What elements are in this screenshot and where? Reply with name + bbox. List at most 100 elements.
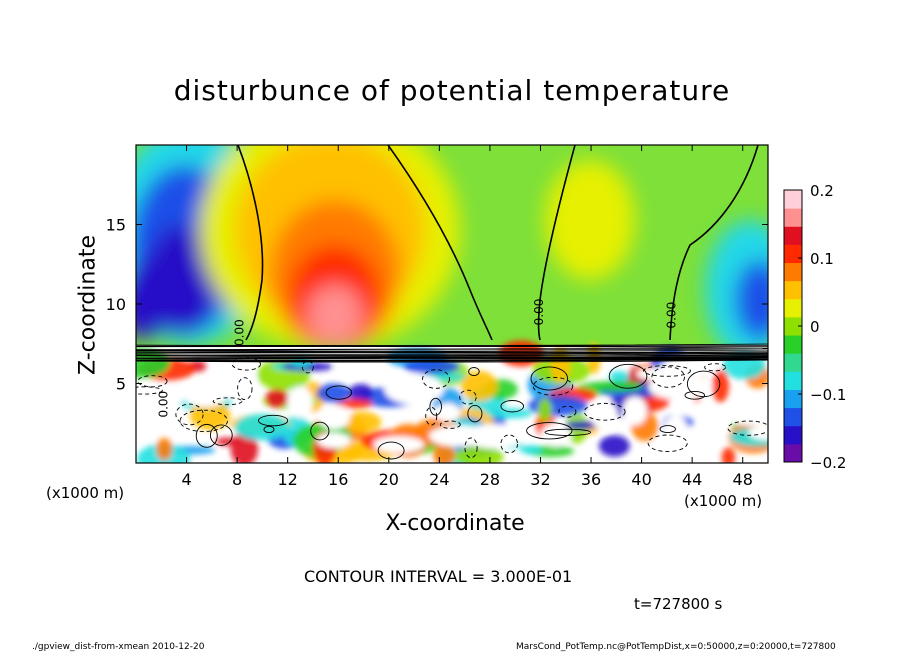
turbulence-contour (647, 434, 688, 452)
colorbar-swatch (784, 244, 802, 264)
turbulence-contour (137, 375, 168, 388)
turbulence-gap (648, 374, 713, 400)
inversion-contour (136, 356, 768, 360)
zero-contour-lines (237, 145, 759, 341)
colorbar-swatch (784, 407, 802, 427)
turbulence-gap (215, 363, 256, 394)
x-tick-label: 44 (682, 470, 702, 489)
x-tick-label: 24 (429, 470, 449, 489)
colorbar-tick-label: −0.2 (810, 454, 846, 472)
x-unit-label-right: (x1000 m) (684, 492, 763, 510)
inversion-contour (136, 345, 768, 349)
colorbar-swatch (784, 208, 802, 227)
turbulence-contour (526, 422, 573, 440)
lower-contours (136, 343, 768, 460)
turbulence-gap (384, 374, 444, 405)
x-tick-label: 40 (631, 470, 651, 489)
turbulence-contour (532, 376, 574, 396)
lower-blobs (136, 340, 768, 463)
turbulence-gap (136, 407, 161, 427)
turbulence-patch (230, 431, 259, 463)
turbulence-contour (425, 406, 438, 426)
turbulence-contour (258, 414, 289, 427)
x-tick-label: 8 (232, 470, 242, 489)
turbulence-contour (231, 357, 261, 371)
colorbar-swatch (784, 316, 802, 336)
colorbar-tick-label: 0.1 (810, 250, 834, 268)
turbulence-gap (316, 432, 351, 449)
turbulence-gap (748, 424, 768, 441)
turbulence-contour (237, 377, 253, 401)
turbulence-contour (608, 363, 648, 389)
colorbar-swatch (784, 262, 802, 282)
turbulence-contour (179, 409, 228, 432)
turbulence-patch (335, 398, 373, 409)
turbulence-patch (538, 397, 552, 422)
colorbar-swatch (784, 335, 802, 354)
y-axis: 5 10 15 (106, 216, 768, 394)
turbulence-patch (455, 445, 504, 463)
x-tick-label: 28 (480, 470, 500, 489)
colorbar: 0.2 0.1 0 −0.1 −0.2 (783, 182, 846, 472)
turbulence-gap (663, 415, 688, 446)
turbulence-contour (558, 405, 577, 418)
turbulence-patch (609, 371, 630, 382)
turbulence-contour (310, 421, 330, 441)
turbulence-gap (182, 383, 228, 407)
turbulence-patch (712, 369, 730, 403)
y-tick-label: 10 (106, 295, 126, 314)
turbulence-contour (500, 434, 518, 454)
turbulence-gap (463, 423, 525, 449)
colorbar-swatch (784, 226, 802, 245)
turbulence-patch (433, 443, 456, 463)
turbulence-gap (591, 399, 618, 431)
turbulence-patch (234, 414, 290, 441)
inversion-contour (136, 352, 768, 355)
x-tick-label: 4 (181, 470, 191, 489)
inversion-contour (136, 353, 768, 357)
turbulence-contour (263, 425, 275, 434)
y-axis-label: Z-coordinate (75, 235, 101, 375)
contour-interval-note: CONTOUR INTERVAL = 3.000E-01 (304, 567, 573, 586)
turbulence-contour (684, 391, 706, 400)
x-tick-label: 20 (379, 470, 399, 489)
upper-blobs (136, 145, 768, 360)
colorbar-swatch (784, 190, 802, 209)
turbulence-gap (373, 436, 425, 453)
turbulence-contour (439, 420, 461, 429)
zero-contour-label: 0.00 (532, 299, 546, 326)
turbulence-gap (317, 404, 351, 430)
turbulence-gap (622, 396, 648, 426)
turbulence-contour (704, 363, 727, 372)
colorbar-swatch (784, 389, 802, 409)
x-tick-label: 48 (733, 470, 753, 489)
turbulence-contour (175, 403, 204, 426)
turbulence-patch (461, 370, 498, 402)
turbulence-patch (403, 358, 460, 375)
y-tick-label: 5 (116, 375, 126, 394)
inversion-contour (136, 348, 768, 352)
turbulence-contour (464, 437, 478, 459)
colorbar-swatch (784, 280, 802, 300)
zero-contour-label: 0.00 (665, 302, 679, 329)
turbulence-contour (467, 405, 483, 423)
turbulence-contour (429, 397, 442, 416)
turbulence-contour (686, 370, 721, 398)
turbulence-patch (520, 445, 542, 455)
turbulence-gap (435, 403, 461, 422)
turbulence-contour (195, 423, 218, 448)
colorbar-swatch (784, 425, 802, 445)
turbulence-patch (486, 408, 533, 419)
x-tick-label: 12 (278, 470, 298, 489)
inversion-contour (136, 359, 768, 361)
colorbar-tick-label: 0 (810, 318, 820, 336)
turbulence-patch (528, 395, 588, 417)
turbulence-contour (212, 397, 243, 406)
turbulence-patch (344, 411, 382, 433)
zero-contour-label: 0.00 (232, 319, 246, 346)
colorbar-tick-label: 0.2 (810, 182, 834, 200)
turbulence-gap (721, 405, 768, 426)
turbulence-contour (209, 424, 233, 446)
turbulence-contour (530, 366, 569, 391)
